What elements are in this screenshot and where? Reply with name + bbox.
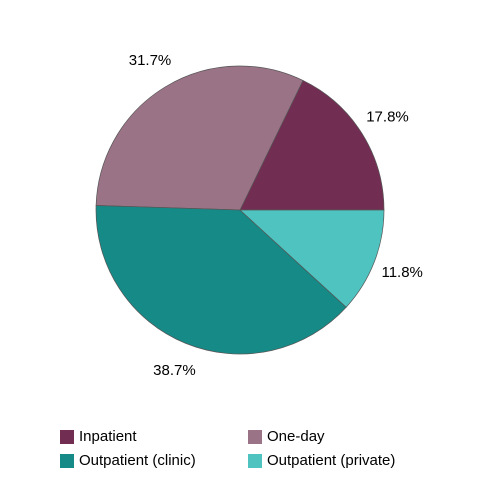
pie-slice xyxy=(95,65,304,211)
legend-label: Outpatient (private) xyxy=(267,452,395,469)
legend-swatch xyxy=(248,430,262,444)
pie-slice xyxy=(239,80,385,211)
pie-slice xyxy=(95,205,347,355)
legend-label: Inpatient xyxy=(79,428,137,445)
data-label: 17.8% xyxy=(366,109,409,126)
legend-label: One-day xyxy=(267,428,325,445)
legend-swatch xyxy=(60,454,74,468)
legend-swatch xyxy=(248,454,262,468)
data-label: 11.8% xyxy=(381,264,422,281)
data-label: 38.7% xyxy=(153,362,196,379)
legend-label: Outpatient (clinic) xyxy=(79,452,196,469)
data-label: 31.7% xyxy=(129,52,172,69)
pie-slice xyxy=(239,209,385,308)
legend-swatch xyxy=(60,430,74,444)
